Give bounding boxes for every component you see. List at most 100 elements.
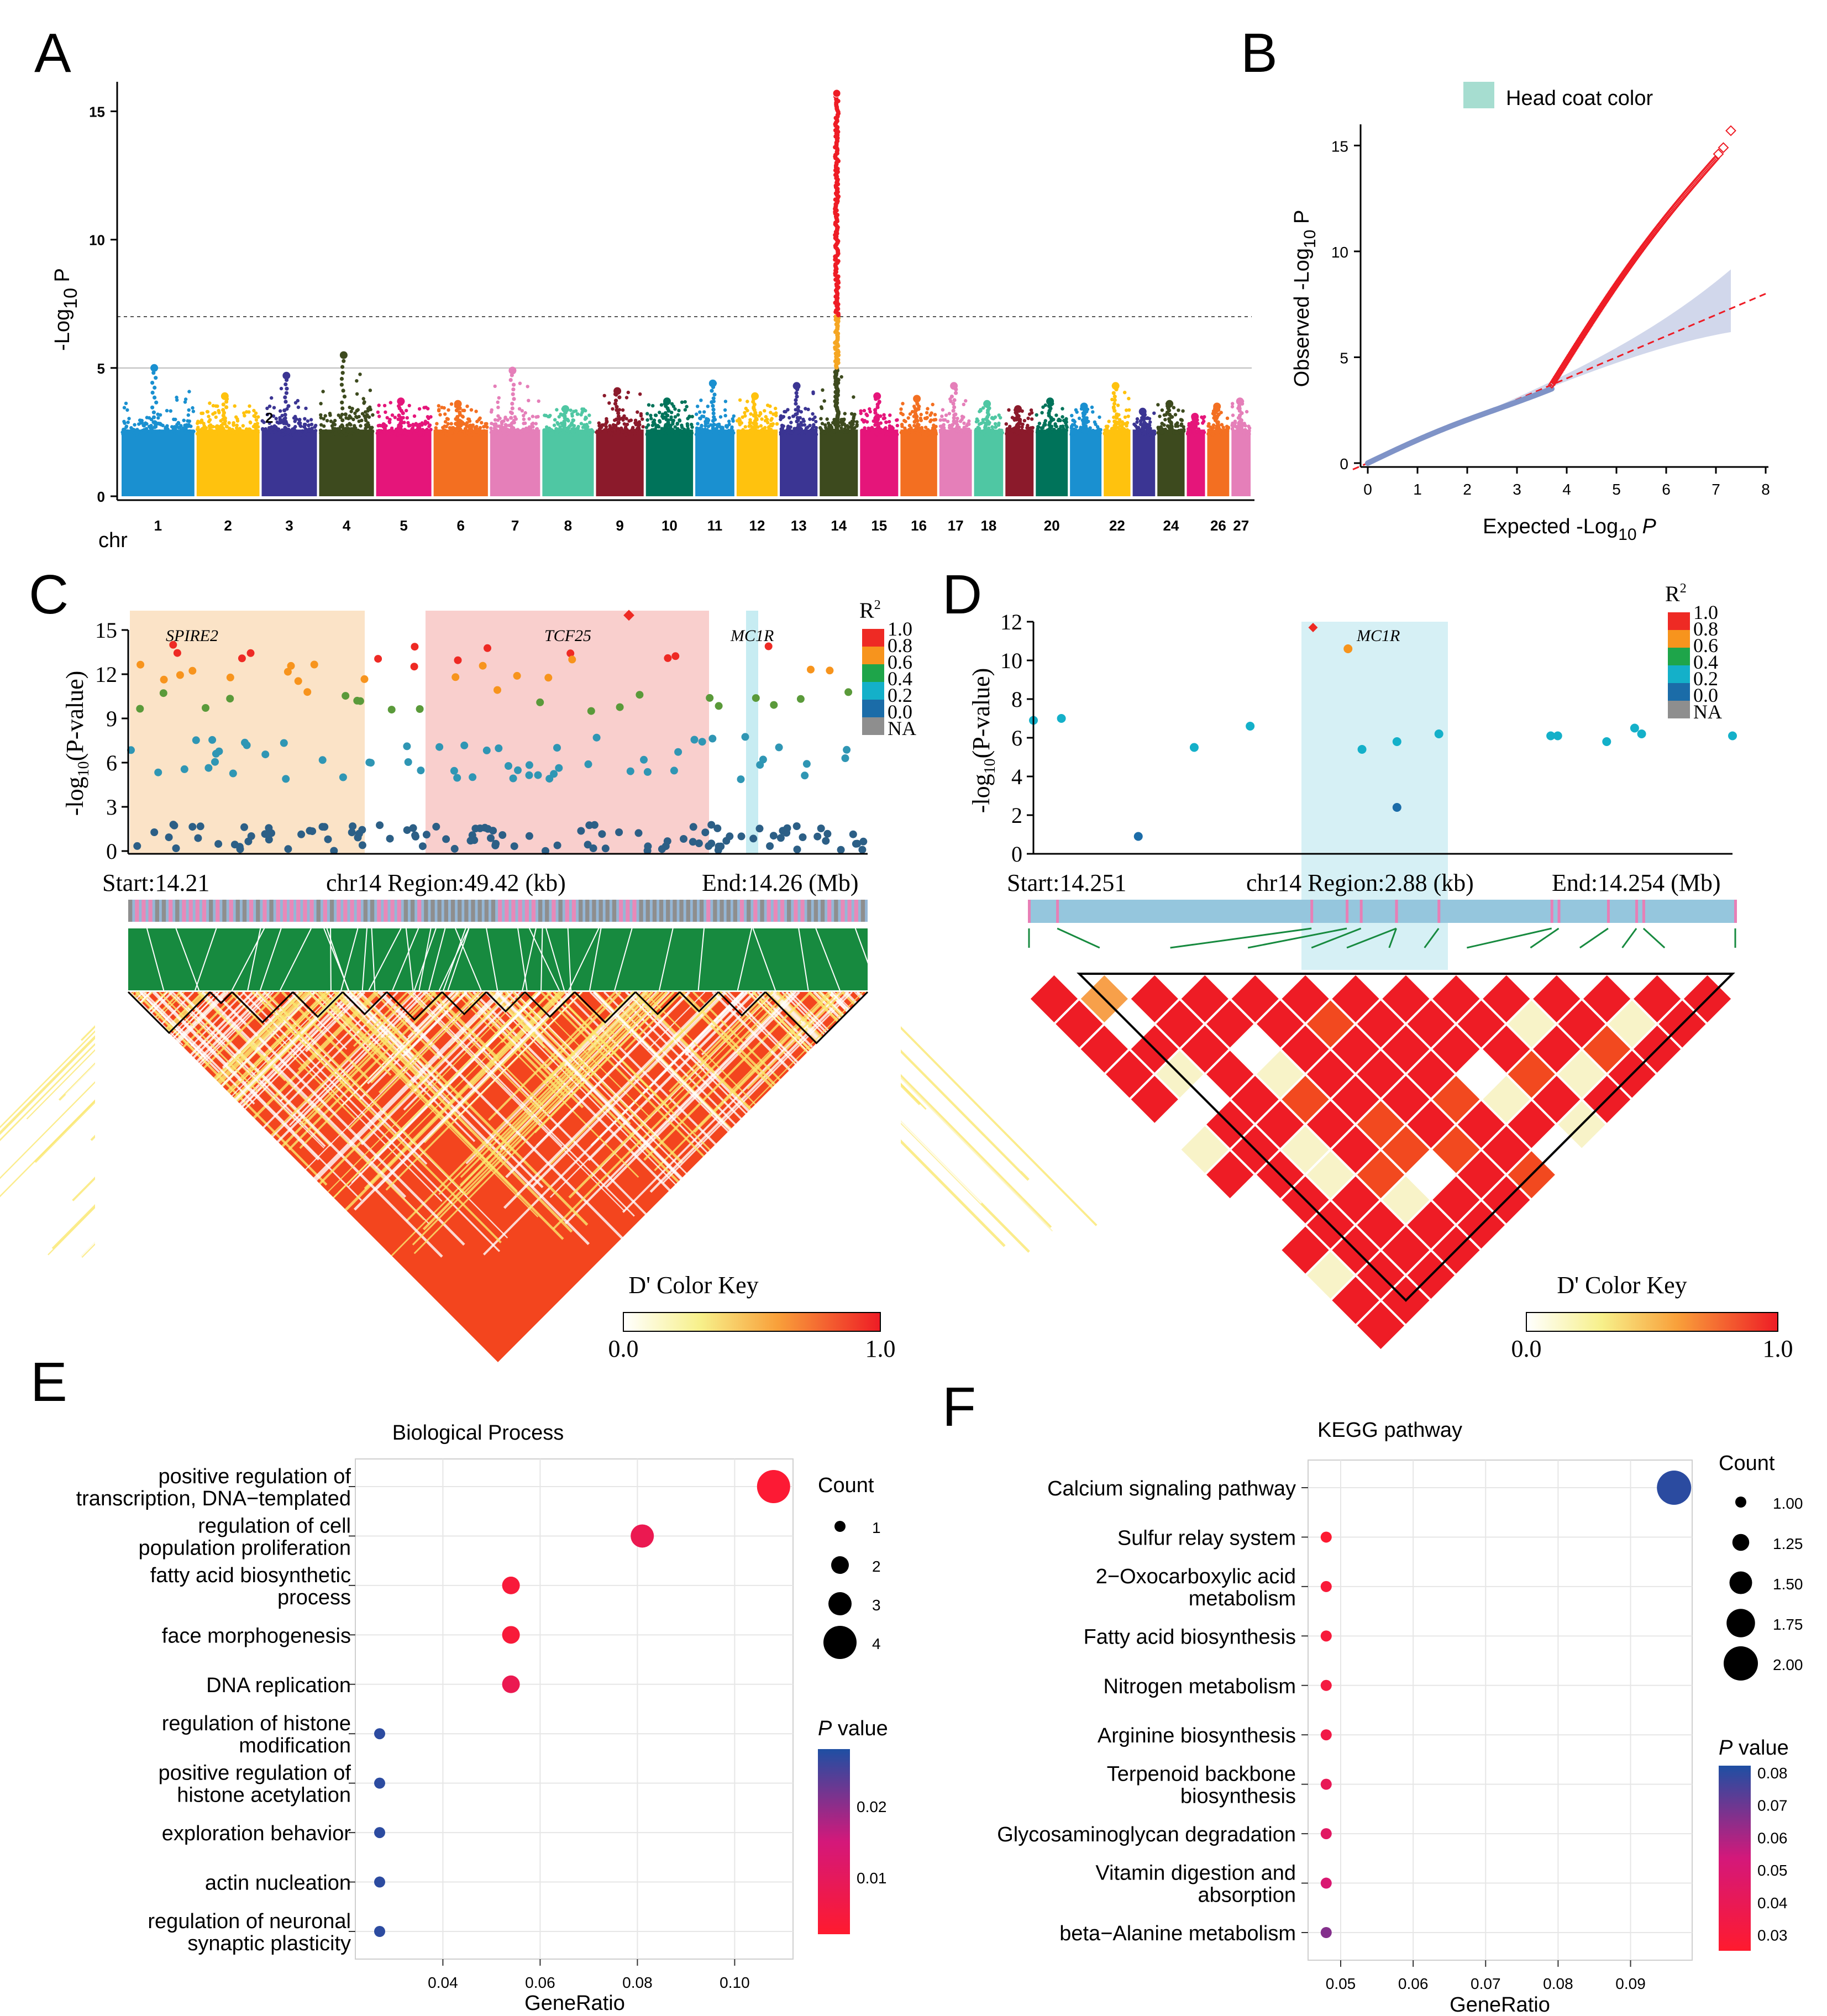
snp-point (369, 407, 372, 412)
dotplot-term-label-line1: positive regulation of (158, 1762, 351, 1785)
snp-point (429, 428, 433, 432)
qq-x-tick-label: 7 (1712, 481, 1720, 498)
snp-point (475, 429, 479, 434)
chr-top-snp (873, 392, 881, 400)
snp-point (696, 429, 700, 434)
regional-c-connector-line (486, 928, 498, 991)
regional-c-ld-line (298, 991, 527, 1222)
regional-c-connector-line (447, 928, 470, 991)
snp-point (469, 423, 473, 427)
regional-c-connector-line (752, 928, 776, 991)
snp-point (361, 397, 365, 401)
snp-point (1043, 403, 1048, 407)
regional-c-ld-line (568, 991, 774, 1199)
regional-c-connector-line (195, 928, 217, 991)
snp-point (702, 410, 706, 414)
regional-d-connector (1170, 927, 1312, 949)
snp-point (685, 405, 689, 408)
snp-point (1179, 429, 1183, 434)
chr-27-band (1231, 429, 1251, 496)
dotplot-term-label-line1: regulation of histone (162, 1712, 351, 1735)
regional-c-snp (303, 688, 312, 696)
snp-point (1173, 413, 1178, 417)
regional-c-snp (722, 837, 731, 845)
snp-point (503, 416, 507, 419)
snp-point (493, 384, 497, 389)
regional-c-snp (246, 649, 255, 657)
regional-c-snp-tick (397, 900, 401, 922)
dotplot-f-x-label: GeneRatio (1450, 1993, 1550, 2016)
qq-x-tick-label: 0 (1363, 481, 1372, 498)
snp-point (414, 429, 418, 433)
snp-point (826, 421, 831, 426)
snp-point (187, 408, 191, 412)
snp-point (527, 398, 531, 402)
regional-c-snp (202, 704, 209, 712)
snp-point (1120, 420, 1125, 424)
snp-point (181, 426, 185, 430)
snp-point (520, 432, 524, 437)
snp-point (174, 417, 177, 422)
regional-c-snp (267, 829, 275, 837)
snp-peak-point (666, 418, 670, 423)
regional-c-y-label-main: -log (61, 776, 88, 816)
chr-26-band (1207, 429, 1230, 496)
regional-c-snp (247, 832, 255, 840)
regional-c-snp (801, 771, 809, 780)
regional-c-snp-tick (410, 900, 415, 922)
snp-point (931, 402, 935, 407)
regional-c-ld-line (500, 991, 552, 1043)
snp-point (125, 429, 129, 433)
snp-point (498, 426, 502, 429)
snp-point (211, 412, 215, 416)
chr-12-band (736, 429, 778, 496)
snp-point (522, 413, 526, 418)
regional-d-y-tick-label: 0 (1011, 842, 1022, 867)
snp-point (765, 417, 769, 422)
snp-point (325, 419, 329, 423)
snp-peak-point (794, 398, 798, 402)
snp-peak-point (510, 430, 514, 434)
regional-d-connector (1247, 927, 1347, 949)
regional-c-ld-line (626, 991, 705, 1071)
dotplot-f-p-title: P value (1719, 1736, 1789, 1760)
snp-point (349, 416, 353, 420)
chr-tick-label: 4 (343, 517, 351, 534)
snp-point (370, 426, 374, 429)
snp-point (1028, 412, 1032, 416)
chr-top-snp (1236, 397, 1244, 406)
qq-x-label-main: Expected -Log (1483, 515, 1618, 538)
snp-point (255, 425, 259, 429)
regional-c-snp-tick (579, 900, 583, 922)
regional-c-y-tick-label: 9 (106, 706, 117, 731)
regional-c-snp (355, 830, 363, 838)
snp-point (534, 415, 538, 419)
snp-point (967, 427, 971, 431)
snp-point (763, 426, 767, 429)
snp-point (1148, 433, 1152, 437)
qq-y-label-tail: P (1290, 210, 1314, 230)
dotplot-point (374, 1777, 385, 1789)
count-legend-dot (1732, 1534, 1750, 1551)
regional-d-snp (1630, 723, 1639, 733)
snp-point (1160, 408, 1164, 412)
snp-point (170, 433, 174, 437)
dotplot-x-tick-label: 0.06 (1398, 1975, 1429, 1992)
snp-point (570, 427, 574, 431)
snp-point (270, 396, 274, 400)
snp-point (444, 424, 448, 428)
snp-point (1109, 432, 1113, 435)
snp-peak-point (952, 398, 957, 402)
regional-c-snp (859, 837, 868, 846)
snp-point (200, 418, 204, 422)
regional-c-snp-tick (545, 900, 549, 922)
dotplot-term-label-line2: transcription, DNA−templated (76, 1487, 351, 1510)
regional-c-snp (261, 830, 269, 838)
snp-point (543, 413, 547, 417)
snp-point (943, 418, 947, 422)
snp-point (323, 414, 327, 418)
regional-c-snp-tick (639, 900, 643, 922)
dotplot-e-title: Biological Process (392, 1421, 564, 1445)
snp-point (359, 424, 363, 428)
r2-swatch (1668, 701, 1690, 718)
